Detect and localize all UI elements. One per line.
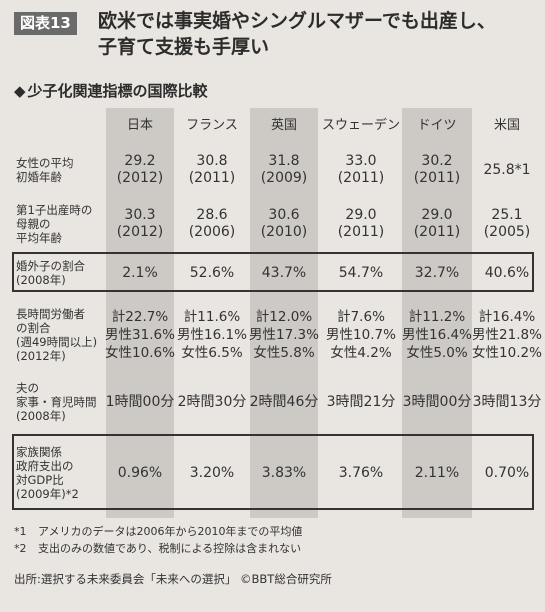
table-cell: 3.20%: [189, 464, 235, 481]
row-label: 女性の平均 初婚年齢: [16, 156, 74, 184]
table-cell: 計7.6% 男性10.7% 女性4.2%: [326, 309, 396, 361]
table-cell: 30.3 (2012): [116, 207, 164, 240]
title-line-2: 子育て支援も手厚い: [98, 36, 270, 58]
figure-badge: 図表13: [14, 12, 77, 35]
footnote-1: *1 アメリカのデータは2006年から2010年までの平均値: [14, 525, 302, 539]
table-cell: 3時間13分: [472, 393, 542, 410]
table-cell: 28.6 (2006): [188, 207, 236, 240]
table-cell: 29.0 (2011): [413, 207, 461, 240]
row-label: 家族関係 政府支出の 対GDP比 (2009年)*2: [16, 445, 79, 501]
column-shade: [402, 108, 472, 518]
table-cell: 計22.7% 男性31.6% 女性10.6%: [105, 309, 175, 361]
table-cell: 0.96%: [117, 464, 163, 481]
table-cell: 計16.4% 男性21.8% 女性10.2%: [472, 309, 542, 361]
diamond-icon: ◆: [14, 82, 26, 100]
table-cell: 33.0 (2011): [337, 153, 385, 186]
section-title: 少子化関連指標の国際比較: [27, 82, 208, 100]
table-cell: 0.70%: [484, 464, 530, 481]
table-cell: 30.8 (2011): [188, 153, 236, 186]
table-cell: 3.83%: [261, 464, 307, 481]
column-header: ドイツ: [417, 118, 457, 133]
row-label: 第1子出産時の 母親の 平均年齢: [16, 203, 93, 245]
table-cell: 3.76%: [338, 464, 384, 481]
column-header: 米国: [493, 118, 520, 133]
footnote-text: 支出のみの数値であり、税制による控除は含まれない: [38, 542, 302, 555]
table-cell: 54.7%: [338, 264, 384, 281]
table-cell: 52.6%: [189, 264, 235, 281]
row-label: 婚外子の割合 (2008年): [16, 259, 85, 287]
table-cell: 2時間30分: [177, 393, 247, 410]
table-cell: 25.1 (2005): [483, 207, 531, 240]
column-header: 英国: [270, 118, 297, 133]
row-label: 長時間労働者 の割合 (週49時間以上) (2012年): [16, 307, 98, 363]
footnote-2: *2 支出のみの数値であり、税制による控除は含まれない: [14, 542, 301, 556]
table-cell: 29.0 (2011): [337, 207, 385, 240]
figure-title: 欧米では事実婚やシングルマザーでも出産し、 子育て支援も手厚い: [98, 8, 538, 60]
table-cell: 計11.2% 男性16.4% 女性5.0%: [402, 309, 472, 361]
source-credit: 出所:選択する未来委員会「未来への選択」 ©BBT総合研究所: [14, 572, 332, 586]
table-cell: 30.6 (2010): [260, 207, 308, 240]
row-label: 夫の 家事・育児時間 (2008年): [16, 381, 97, 423]
table-cell: 2.1%: [122, 264, 158, 281]
section-heading: ◆ 少子化関連指標の国際比較: [14, 80, 208, 101]
highlight-box: [12, 434, 534, 510]
table-cell: 2時間46分: [249, 393, 319, 410]
table-cell: 40.6%: [484, 264, 530, 281]
table-cell: 3時間21分: [326, 393, 396, 410]
column-shade: [106, 108, 174, 518]
table-cell: 1時間00分: [105, 393, 175, 410]
column-header: フランス: [186, 118, 238, 133]
table-cell: 43.7%: [261, 264, 307, 281]
column-shade: [250, 108, 318, 518]
table-cell: 29.2 (2012): [116, 153, 164, 186]
table-cell: 計12.0% 男性17.3% 女性5.8%: [249, 309, 319, 361]
highlight-box: [12, 252, 534, 292]
column-header: 日本: [126, 118, 153, 133]
column-header: スウェーデン: [322, 118, 401, 133]
title-line-1: 欧米では事実婚やシングルマザーでも出産し、: [98, 10, 496, 32]
footnote-mark: *2: [14, 542, 27, 555]
footnote-text: アメリカのデータは2006年から2010年までの平均値: [38, 525, 303, 538]
comparison-table: 日本 フランス 英国 スウェーデン ドイツ 米国女性の平均 初婚年齢 29.2 (2012) 30…: [10, 108, 542, 518]
table-cell: 3時間00分: [402, 393, 472, 410]
table-cell: 30.2 (2011): [413, 153, 461, 186]
table-cell: 25.8*1: [483, 161, 531, 178]
table-cell: 31.8 (2009): [260, 153, 308, 186]
table-cell: 32.7%: [414, 264, 460, 281]
table-cell: 計11.6% 男性16.1% 女性6.5%: [177, 309, 247, 361]
footnote-mark: *1: [14, 525, 27, 538]
table-cell: 2.11%: [414, 464, 460, 481]
